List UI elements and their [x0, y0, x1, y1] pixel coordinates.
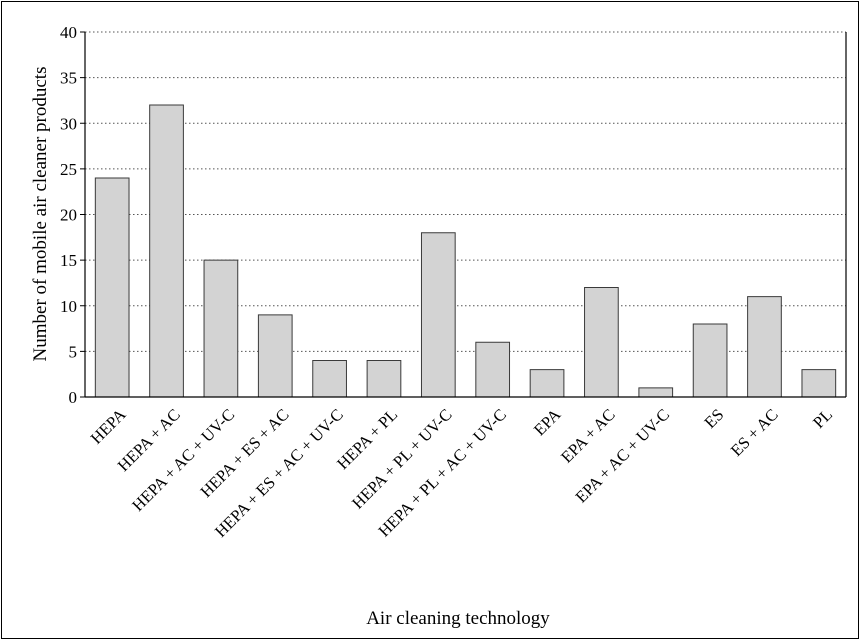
- bar: [747, 296, 782, 398]
- x-axis-label: Air cleaning technology: [366, 608, 550, 629]
- y-tick-label: 40: [60, 23, 77, 42]
- y-tick-label: 5: [69, 342, 78, 361]
- y-axis-label: Number of mobile air cleaner products: [30, 67, 51, 362]
- x-tick-label: HEPA: [87, 405, 130, 448]
- y-tick-label: 25: [60, 160, 77, 179]
- x-tick-label: ES + AC: [727, 405, 782, 460]
- y-tick-label: 35: [60, 69, 77, 88]
- x-tick-label: PL: [809, 405, 836, 432]
- bar: [366, 360, 402, 398]
- x-tick-label: EPA + AC + UV-C: [571, 405, 673, 507]
- y-tick-label: 0: [69, 388, 78, 407]
- bar: [94, 177, 130, 398]
- y-tick-label: 10: [60, 297, 77, 316]
- bar: [584, 287, 619, 398]
- bar: [692, 323, 728, 398]
- bar: [203, 259, 239, 398]
- bar: [801, 369, 837, 398]
- gridlines: [85, 31, 846, 352]
- y-tick-label: 15: [60, 251, 77, 270]
- y-tick-label: 20: [60, 206, 77, 225]
- bar: [529, 369, 565, 398]
- x-tick-label: HEPA + AC + UV-C: [128, 405, 238, 515]
- bar: [257, 314, 293, 398]
- bars: [94, 104, 837, 398]
- bar: [312, 360, 347, 398]
- x-tick-label: EPA: [530, 405, 564, 439]
- x-tick-label: HEPA + PL + UV-C: [348, 405, 456, 513]
- bar: [638, 387, 674, 398]
- bar: [149, 104, 184, 398]
- y-tick-label: 30: [60, 114, 77, 133]
- y-tick-labels: 0 5 10 15 20 25 30 35 40: [60, 23, 85, 407]
- bar: [475, 341, 511, 398]
- bar: [420, 232, 456, 398]
- x-tick-label: ES: [700, 405, 727, 432]
